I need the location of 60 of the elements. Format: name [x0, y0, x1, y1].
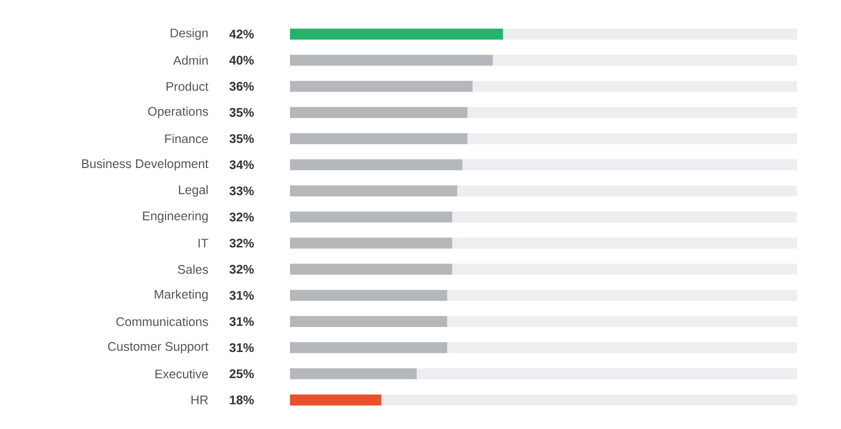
data-label: 32% [229, 238, 254, 248]
bar [467, 133, 798, 144]
data-label: 35% [229, 134, 254, 144]
bar [290, 212, 452, 223]
bar [447, 342, 798, 354]
bar [290, 133, 468, 144]
bar [447, 316, 798, 328]
bar [290, 80, 473, 92]
bar [290, 394, 382, 406]
bar [290, 159, 462, 170]
bar [290, 185, 458, 196]
y-tick-label: HR [192, 396, 208, 404]
bar [290, 28, 503, 40]
bar [416, 368, 798, 380]
bar [290, 290, 448, 301]
bar [290, 238, 452, 249]
data-label: 33% [229, 186, 254, 196]
y-tick-label: Executive [156, 369, 208, 378]
data-label: 31% [229, 343, 254, 352]
y-tick-label: Marketing [154, 290, 208, 302]
data-label: 35% [229, 108, 254, 117]
bar [447, 290, 798, 301]
y-tick-label: Product [166, 82, 208, 91]
y-tick-label: Sales [178, 264, 208, 274]
bar [381, 394, 798, 406]
data-label: 25% [230, 369, 254, 378]
bar [290, 264, 452, 275]
data-label: 34% [229, 160, 254, 170]
data-label: 31% [229, 290, 254, 300]
bar [452, 264, 798, 275]
y-tick-label: Communications [116, 316, 208, 326]
bar [290, 316, 448, 328]
data-label: 32% [229, 264, 254, 274]
y-tick-label: Design [170, 28, 208, 40]
bar [492, 54, 798, 66]
data-label: 40% [229, 56, 254, 65]
bar [472, 80, 798, 92]
data-label: 18% [230, 396, 254, 404]
bar [502, 28, 798, 40]
data-label: 42% [229, 30, 254, 38]
bar [290, 106, 468, 118]
bar [462, 159, 798, 170]
bar [290, 368, 417, 380]
y-tick-label: Business Development [82, 158, 208, 171]
y-tick-label: Operations [148, 106, 208, 118]
y-tick-label: Engineering [143, 211, 208, 223]
y-tick-label: Customer Support [108, 342, 208, 354]
data-label: 32% [229, 212, 254, 222]
bar [457, 185, 798, 196]
data-label: 36% [229, 82, 254, 91]
data-label: 31% [229, 317, 254, 326]
bar [290, 54, 493, 66]
bar [290, 342, 448, 354]
bar [452, 212, 798, 223]
y-tick-label: Finance [165, 134, 208, 144]
y-tick-label: IT [198, 238, 208, 248]
y-tick-label: Admin [173, 56, 208, 65]
bar [452, 238, 798, 249]
y-tick-label: Legal [179, 185, 208, 197]
bar [467, 106, 798, 118]
